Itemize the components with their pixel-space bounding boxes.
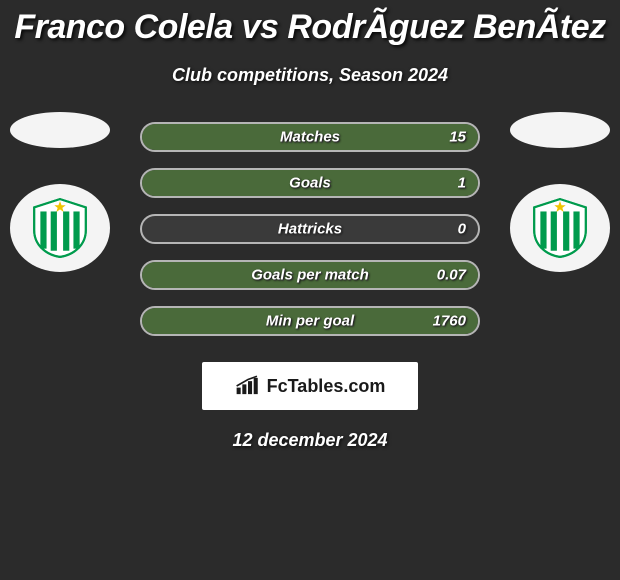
stat-row-goals: Goals 1 xyxy=(140,168,480,198)
left-player-column xyxy=(0,112,120,272)
stat-row-hattricks: Hattricks 0 xyxy=(140,214,480,244)
subtitle: Club competitions, Season 2024 xyxy=(0,65,620,86)
shield-icon xyxy=(29,197,91,259)
date-label: 12 december 2024 xyxy=(0,430,620,451)
stat-right-value: 0 xyxy=(458,221,466,238)
right-player-avatar xyxy=(510,112,610,148)
bar-chart-icon xyxy=(235,375,261,397)
left-player-avatar xyxy=(10,112,110,148)
stat-right-value: 1760 xyxy=(433,313,466,330)
brand-text: FcTables.com xyxy=(267,376,386,397)
stat-right-value: 1 xyxy=(458,175,466,192)
right-club-badge xyxy=(510,184,610,272)
stat-label: Goals xyxy=(289,175,331,192)
stat-right-value: 0.07 xyxy=(437,267,466,284)
stat-row-matches: Matches 15 xyxy=(140,122,480,152)
brand-box[interactable]: FcTables.com xyxy=(202,362,418,410)
page-title: Franco Colela vs RodrÃ­guez BenÃ­tez xyxy=(0,0,620,47)
left-club-badge xyxy=(10,184,110,272)
shield-icon xyxy=(529,197,591,259)
stat-label: Hattricks xyxy=(278,221,342,238)
right-player-column xyxy=(500,112,620,272)
stat-label: Goals per match xyxy=(251,267,369,284)
stat-row-goals-per-match: Goals per match 0.07 xyxy=(140,260,480,290)
stat-right-value: 15 xyxy=(449,129,466,146)
comparison-arena: Matches 15 Goals 1 Hattricks 0 Goals per… xyxy=(0,122,620,336)
stat-label: Min per goal xyxy=(266,313,354,330)
stat-label: Matches xyxy=(280,129,340,146)
stats-list: Matches 15 Goals 1 Hattricks 0 Goals per… xyxy=(140,122,480,336)
stat-row-min-per-goal: Min per goal 1760 xyxy=(140,306,480,336)
